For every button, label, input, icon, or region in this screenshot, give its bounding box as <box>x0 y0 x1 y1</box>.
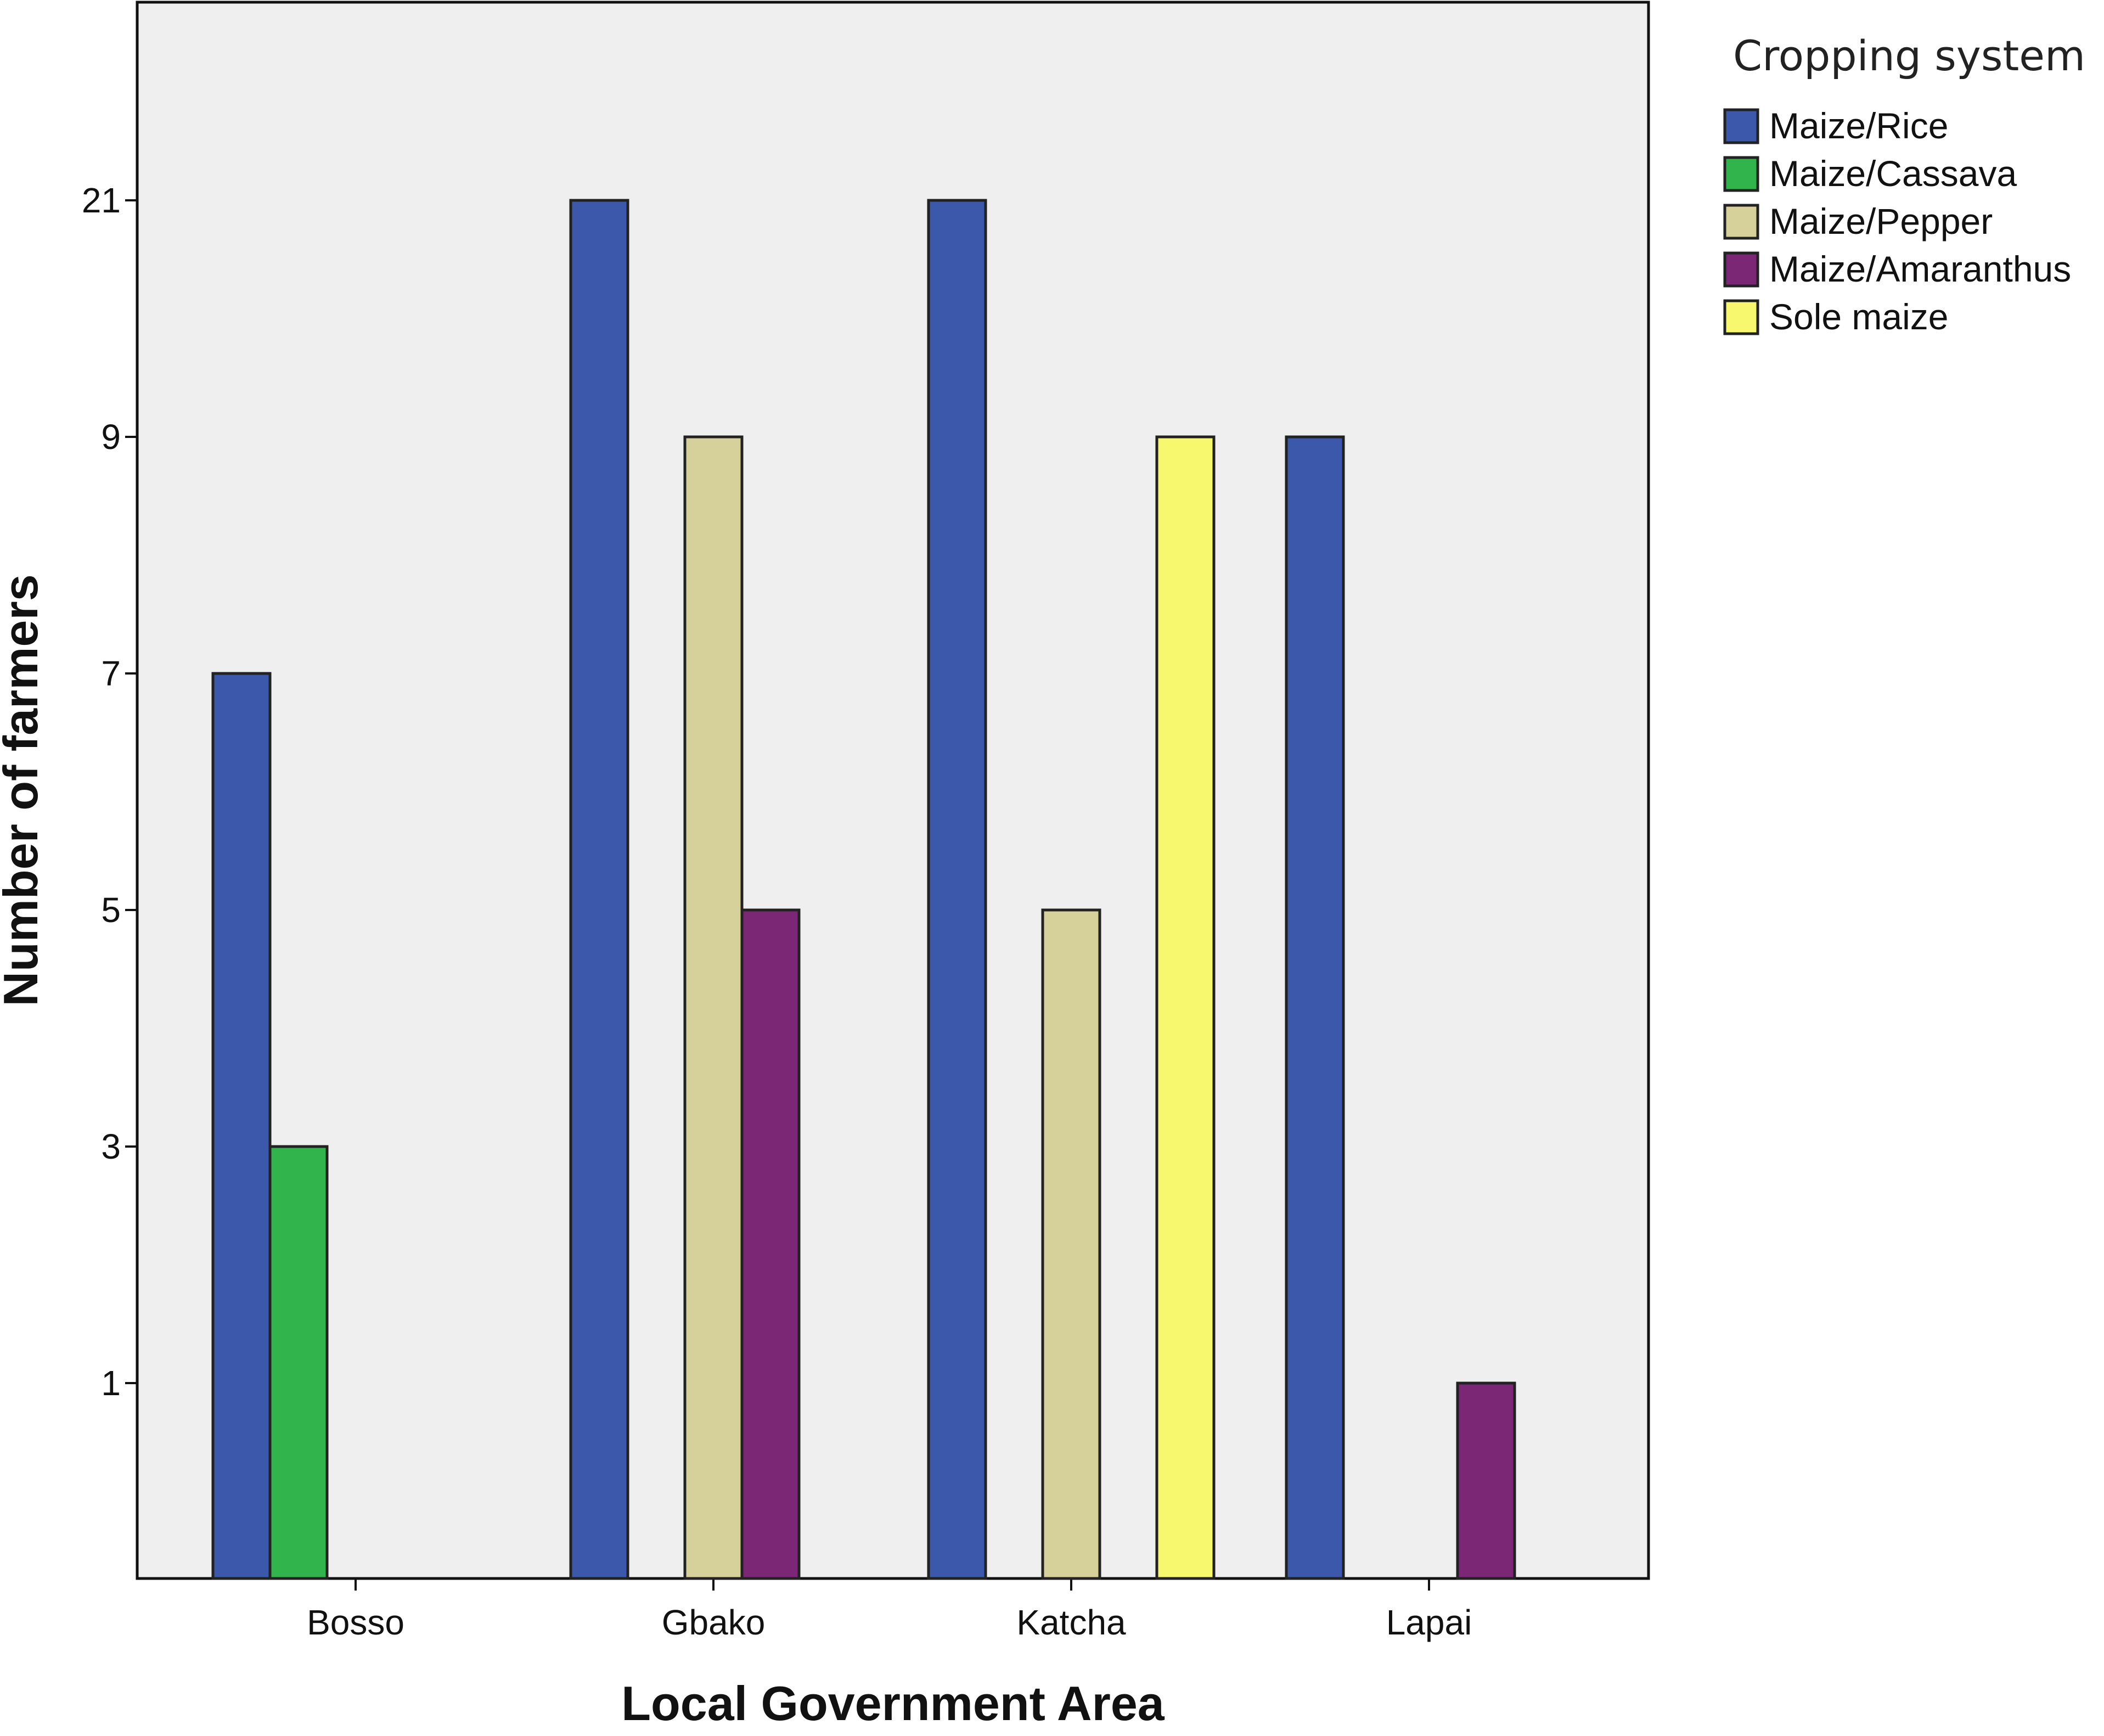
bar <box>1456 1381 1516 1580</box>
legend-swatch <box>1723 204 1759 240</box>
legend-swatch <box>1723 299 1759 335</box>
bars <box>211 199 1516 1580</box>
legend-label: Maize/Rice <box>1769 105 1948 146</box>
legend: Cropping system Maize/Rice Maize/Cassava M… <box>1723 31 2085 337</box>
legend-swatch <box>1723 156 1759 192</box>
y-tick-label: 7 <box>101 654 121 693</box>
bar <box>1285 435 1345 1580</box>
bar <box>569 199 629 1580</box>
y-tick-label: 5 <box>101 890 121 930</box>
y-tick-label: 1 <box>101 1363 121 1403</box>
legend-label: Maize/Amaranthus <box>1769 249 2071 289</box>
legend-label: Sole maize <box>1769 296 1949 337</box>
bar <box>1041 908 1101 1580</box>
x-tick-label: Bosso <box>307 1603 404 1642</box>
bar <box>927 199 987 1580</box>
x-tick-label: Katcha <box>1016 1603 1126 1642</box>
bar <box>268 1145 329 1580</box>
x-axis-ticks: Bosso Gbako Katcha Lapai <box>307 1578 1472 1642</box>
bar <box>740 908 801 1580</box>
x-axis-title: Local Government Area <box>621 1676 1165 1731</box>
legend-label: Maize/Pepper <box>1769 201 1993 241</box>
bar <box>683 435 744 1580</box>
legend-swatch <box>1723 108 1759 144</box>
bar <box>1155 435 1216 1580</box>
x-tick-label: Gbako <box>662 1603 766 1642</box>
y-tick-label: 9 <box>101 417 121 457</box>
legend-swatch <box>1723 251 1759 288</box>
x-tick-label: Lapai <box>1386 1603 1472 1642</box>
y-axis-ticks: 1 3 5 7 9 21 <box>82 181 137 1403</box>
y-tick-label: 21 <box>82 181 121 220</box>
legend-label: Maize/Cassava <box>1769 153 2017 194</box>
legend-title: Cropping system <box>1733 31 2085 80</box>
bar <box>211 672 272 1580</box>
y-tick-label: 3 <box>101 1127 121 1166</box>
y-axis-title: Number of farmers <box>0 574 48 1006</box>
plot-area <box>136 1 1650 1580</box>
